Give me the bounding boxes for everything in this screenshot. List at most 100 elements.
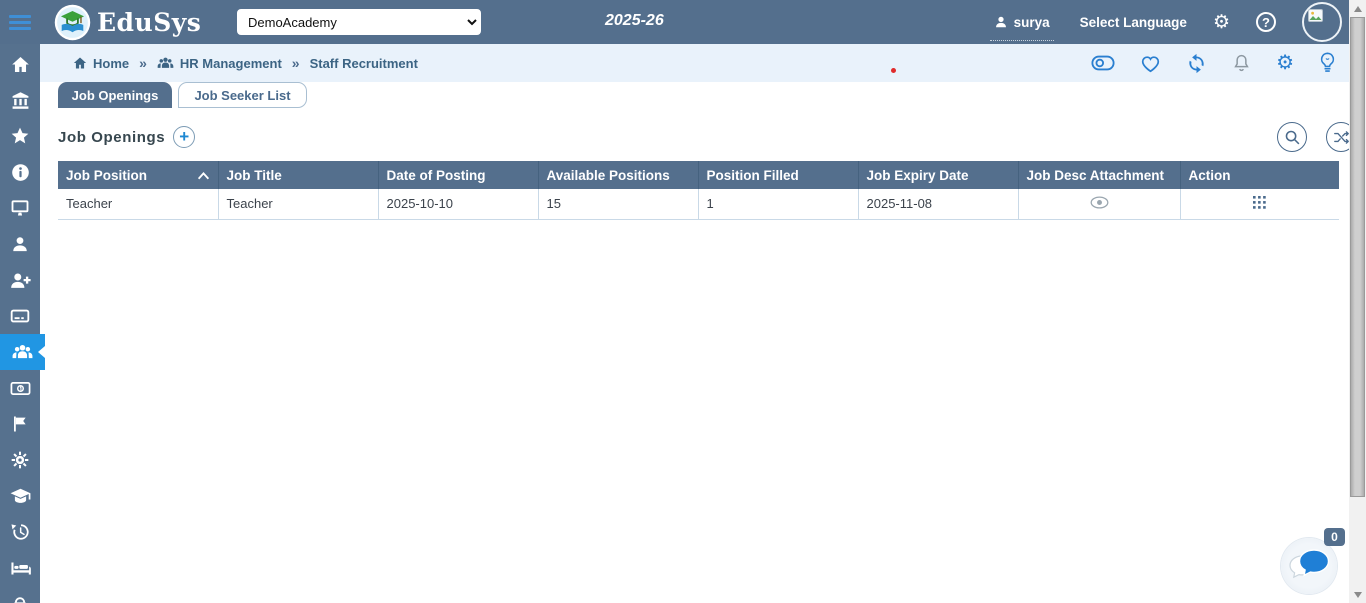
breadcrumb-home-label: Home bbox=[93, 55, 130, 71]
avatar[interactable] bbox=[1302, 2, 1342, 42]
breadcrumb-current-page: Staff Recruitment bbox=[310, 56, 418, 71]
user-menu[interactable]: surya bbox=[989, 4, 1054, 41]
info-icon bbox=[11, 163, 29, 181]
sidebar-item-academics[interactable] bbox=[0, 478, 40, 514]
add-job-opening-button[interactable]: + bbox=[173, 126, 196, 148]
person-add-icon bbox=[10, 273, 31, 288]
breadcrumb-hr-management[interactable]: HR Management bbox=[157, 56, 282, 71]
user-icon bbox=[995, 16, 1006, 28]
sun-gear-icon bbox=[11, 451, 29, 469]
sidebar-item-hostel[interactable] bbox=[0, 550, 40, 586]
job-openings-table: Job Position Job Title Date of Posting A… bbox=[58, 161, 1339, 220]
tab-job-openings[interactable]: Job Openings bbox=[58, 82, 172, 108]
chat-bubble-icon bbox=[1289, 549, 1330, 579]
scroll-up-button[interactable] bbox=[1349, 0, 1366, 17]
flag-icon bbox=[14, 416, 26, 432]
col-job-desc-attachment[interactable]: Job Desc Attachment bbox=[1018, 161, 1181, 189]
settings-gear-icon[interactable]: ⚙ bbox=[1212, 11, 1230, 33]
search-button[interactable] bbox=[1277, 122, 1307, 152]
sidebar-item-finance[interactable] bbox=[0, 370, 40, 406]
cell-action bbox=[1179, 189, 1339, 220]
users-group-icon bbox=[12, 344, 33, 358]
person-icon bbox=[13, 237, 27, 252]
col-job-title[interactable]: Job Title bbox=[218, 161, 379, 189]
heart-icon[interactable] bbox=[1140, 54, 1161, 73]
grid-icon bbox=[1253, 195, 1266, 209]
breadcrumb-bar: Home » HR Management » Staff Recruitment… bbox=[40, 44, 1366, 82]
sidebar-item-admission[interactable] bbox=[0, 262, 40, 298]
bell-icon[interactable] bbox=[1232, 53, 1251, 74]
breadcrumb-section-label: HR Management bbox=[179, 55, 282, 71]
refresh-icon[interactable] bbox=[1186, 53, 1207, 74]
page-head: Job Openings + bbox=[58, 122, 1366, 152]
col-date-of-posting[interactable]: Date of Posting bbox=[378, 161, 539, 189]
cash-icon bbox=[10, 381, 30, 395]
table-header-row: Job Position Job Title Date of Posting A… bbox=[58, 161, 1339, 189]
hamburger-menu-icon[interactable] bbox=[0, 0, 40, 44]
sidebar-item-frontdesk[interactable] bbox=[0, 190, 40, 226]
top-header: EduSys DemoAcademy 2025-26 surya Select … bbox=[0, 0, 1366, 44]
table-row: Teacher Teacher 2025-10-10 15 1 2025-11-… bbox=[58, 189, 1339, 220]
col-job-position[interactable]: Job Position bbox=[58, 161, 219, 189]
sidebar-item-flag[interactable] bbox=[0, 406, 40, 442]
col-action[interactable]: Action bbox=[1180, 161, 1339, 189]
sidebar-item-inventory[interactable] bbox=[0, 586, 40, 603]
col-label: Job Position bbox=[66, 167, 147, 183]
monitor-icon bbox=[11, 200, 29, 216]
sidebar-item-history[interactable] bbox=[0, 514, 40, 550]
row-actions-button[interactable] bbox=[1253, 195, 1266, 212]
sidebar-item-settings[interactable] bbox=[0, 442, 40, 478]
institution-icon bbox=[12, 91, 28, 109]
cell-date-of-posting: 2025-10-10 bbox=[377, 189, 539, 220]
tab-bar: Job Openings Job Seeker List bbox=[58, 82, 1366, 108]
sidebar-item-fees[interactable] bbox=[0, 298, 40, 334]
scrollbar-thumb[interactable] bbox=[1350, 17, 1365, 497]
col-available-positions[interactable]: Available Positions bbox=[538, 161, 699, 189]
sidebar-item-student[interactable] bbox=[0, 226, 40, 262]
help-icon[interactable]: ? bbox=[1256, 12, 1276, 32]
tab-job-seeker-list[interactable]: Job Seeker List bbox=[178, 82, 307, 108]
eye-icon bbox=[1090, 196, 1108, 209]
search-icon bbox=[1285, 130, 1299, 144]
breadcrumb: Home » HR Management » Staff Recruitment bbox=[40, 55, 418, 71]
academy-select[interactable]: DemoAcademy bbox=[237, 9, 481, 35]
toggle-icon[interactable] bbox=[1091, 54, 1115, 72]
brand-name: EduSys bbox=[97, 7, 202, 37]
home-icon bbox=[73, 57, 87, 69]
lightbulb-icon[interactable] bbox=[1319, 52, 1336, 74]
card-icon bbox=[10, 309, 30, 323]
page-title: Job Openings bbox=[58, 128, 166, 146]
sidebar-item-institution[interactable] bbox=[0, 82, 40, 118]
red-dot bbox=[891, 68, 896, 73]
select-language-button[interactable]: Select Language bbox=[1079, 14, 1187, 30]
chat-unread-badge: 0 bbox=[1324, 528, 1345, 546]
sort-asc-icon[interactable] bbox=[197, 169, 210, 184]
vertical-scrollbar bbox=[1349, 0, 1366, 603]
cell-position-filled: 1 bbox=[697, 189, 859, 220]
cell-job-desc-attachment bbox=[1017, 189, 1181, 220]
edusys-logo-icon bbox=[54, 4, 91, 40]
col-job-expiry-date[interactable]: Job Expiry Date bbox=[858, 161, 1019, 189]
scroll-down-button[interactable] bbox=[1349, 586, 1366, 603]
sidebar-item-hr-management[interactable] bbox=[0, 334, 45, 370]
star-icon bbox=[11, 127, 29, 144]
view-attachment-button[interactable] bbox=[1090, 196, 1109, 212]
sidebar-item-info[interactable] bbox=[0, 154, 40, 190]
gear-icon[interactable]: ⚙ bbox=[1276, 52, 1294, 74]
cell-available-positions: 15 bbox=[537, 189, 699, 220]
sidebar-item-home[interactable] bbox=[0, 46, 40, 82]
breadcrumb-actions: ⚙ bbox=[1091, 44, 1336, 82]
sidebar-item-favorites[interactable] bbox=[0, 118, 40, 154]
left-sidebar bbox=[0, 44, 45, 603]
chat-widget-button[interactable]: 0 bbox=[1281, 528, 1345, 594]
history-icon bbox=[11, 524, 29, 540]
cell-job-position: Teacher bbox=[58, 189, 219, 220]
breadcrumb-home[interactable]: Home bbox=[73, 56, 129, 71]
col-position-filled[interactable]: Position Filled bbox=[698, 161, 859, 189]
breadcrumb-page-label: Staff Recruitment bbox=[309, 55, 418, 71]
broken-image-icon bbox=[1308, 9, 1323, 22]
cell-job-expiry-date: 2025-11-08 bbox=[857, 189, 1019, 220]
top-right-cluster: surya Select Language ⚙ ? bbox=[989, 0, 1342, 44]
cell-job-title: Teacher bbox=[217, 189, 379, 220]
